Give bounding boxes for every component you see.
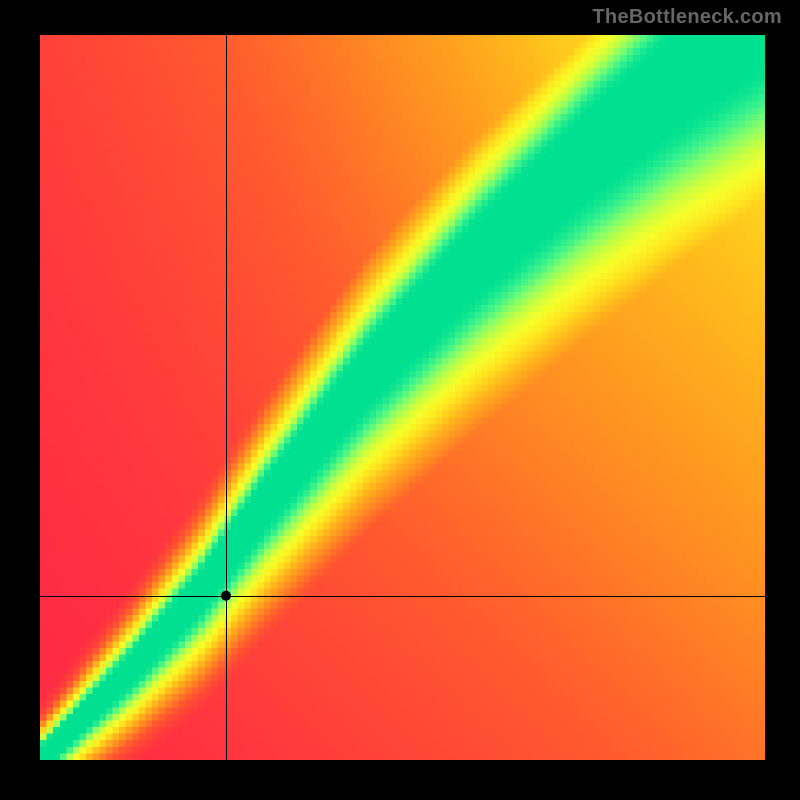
overlay-canvas [40, 35, 765, 760]
watermark-text: TheBottleneck.com [592, 6, 782, 29]
chart-container: TheBottleneck.com [0, 0, 800, 800]
plot-area [40, 35, 765, 760]
